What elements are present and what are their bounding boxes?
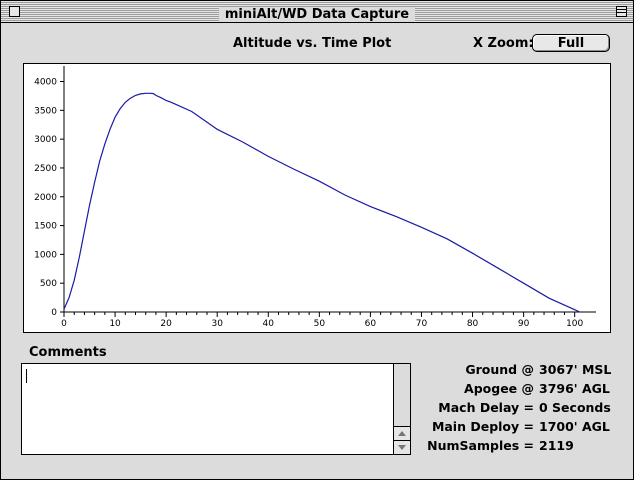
window-title: miniAlt/WD Data Capture <box>218 7 416 22</box>
altitude-plot: 0 500 1000 1500 2000 2500 3000 3500 4000 0 10 20 30 4… <box>23 63 611 333</box>
x-tick-label: 0 <box>61 319 67 329</box>
plot-title: Altitude vs. Time Plot <box>233 36 392 51</box>
stat-label: Apogee @ <box>464 381 534 396</box>
y-tick-label: 2000 <box>34 193 57 203</box>
stat-label: Mach Delay = <box>438 400 534 415</box>
altitude-series-line <box>63 92 581 313</box>
x-tick-label: 80 <box>467 319 479 329</box>
comments-field[interactable] <box>21 363 411 455</box>
y-tick-label: 3000 <box>34 135 57 145</box>
text-caret <box>26 369 27 383</box>
x-tick-label: 50 <box>314 319 326 329</box>
x-tick-label: 10 <box>109 319 121 329</box>
stat-value: 3067' MSL <box>539 362 612 377</box>
y-tick-label: 3500 <box>34 106 57 116</box>
x-tick-label: 20 <box>160 319 172 329</box>
comments-text[interactable] <box>22 364 392 454</box>
x-zoom-label: X Zoom: <box>473 36 534 51</box>
scroll-up-arrow-icon[interactable] <box>394 426 410 440</box>
y-tick-label: 2500 <box>34 164 57 174</box>
x-tick-label: 100 <box>566 319 583 329</box>
x-tick-label: 70 <box>416 319 428 329</box>
y-tick-label: 4000 <box>34 78 57 88</box>
chart-svg: 0 500 1000 1500 2000 2500 3000 3500 4000 0 10 20 30 4… <box>34 66 596 329</box>
y-tick-label: 1000 <box>34 250 57 260</box>
collapse-box-icon[interactable] <box>616 6 627 17</box>
stat-value: 1700' AGL <box>539 419 610 434</box>
x-tick-label: 60 <box>365 319 377 329</box>
stat-value: 2119 <box>539 438 574 453</box>
stat-row-apogee: Apogee @ 3796' AGL <box>421 381 621 400</box>
y-tick-label: 0 <box>51 308 57 318</box>
stat-label: Main Deploy = <box>431 419 534 434</box>
comments-scrollbar[interactable] <box>393 364 410 454</box>
x-tick-label: 90 <box>518 319 530 329</box>
x-tick-label: 40 <box>263 319 275 329</box>
x-tick-label: 30 <box>211 319 223 329</box>
stat-row-main-deploy: Main Deploy = 1700' AGL <box>421 419 621 438</box>
stat-value: 0 Seconds <box>539 400 611 415</box>
close-box-icon[interactable] <box>9 6 20 17</box>
stat-row-mach-delay: Mach Delay = 0 Seconds <box>421 400 621 419</box>
x-zoom-button[interactable]: Full <box>532 34 610 52</box>
y-tick-label: 1500 <box>34 222 57 232</box>
stat-label: Ground @ <box>465 362 534 377</box>
scroll-down-arrow-icon[interactable] <box>394 440 410 454</box>
y-tick-label: 500 <box>40 279 57 289</box>
stat-value: 3796' AGL <box>539 381 610 396</box>
comments-label: Comments <box>29 345 107 360</box>
stat-row-ground: Ground @ 3067' MSL <box>421 362 621 381</box>
stat-row-num-samples: NumSamples = 2119 <box>421 438 621 457</box>
stat-label: NumSamples = <box>427 438 534 453</box>
title-bar[interactable]: miniAlt/WD Data Capture <box>1 1 633 23</box>
